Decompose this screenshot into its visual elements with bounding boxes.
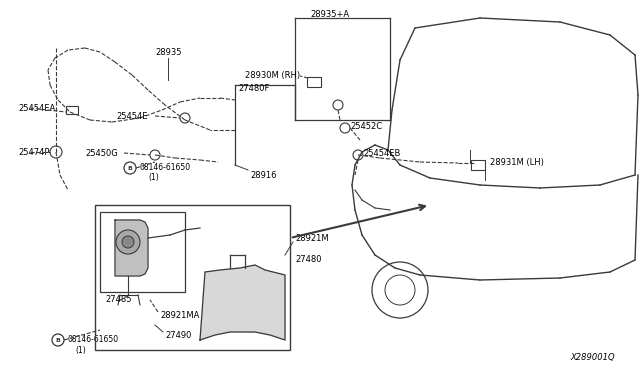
Text: 25452C: 25452C	[350, 122, 382, 131]
Text: 28916: 28916	[250, 170, 276, 180]
Polygon shape	[115, 220, 148, 276]
Text: (1): (1)	[75, 346, 86, 355]
Circle shape	[122, 236, 134, 248]
Text: 25474P: 25474P	[18, 148, 49, 157]
Text: 25454EA: 25454EA	[18, 103, 55, 112]
Polygon shape	[200, 265, 285, 340]
Text: X289001Q: X289001Q	[570, 353, 615, 362]
Bar	[471, 160, 485, 170]
Text: 28930M (RH): 28930M (RH)	[245, 71, 300, 80]
Text: B: B	[127, 166, 132, 170]
Circle shape	[116, 230, 140, 254]
Text: 25454E: 25454E	[116, 112, 148, 121]
Text: 28935: 28935	[155, 48, 182, 57]
Text: 08146-61650: 08146-61650	[68, 334, 119, 343]
Text: 28931M (LH): 28931M (LH)	[490, 157, 544, 167]
Bar	[100, 212, 185, 292]
Text: 25450G: 25450G	[85, 148, 118, 157]
Text: 25454EB: 25454EB	[363, 148, 401, 157]
Text: 27490: 27490	[165, 330, 191, 340]
Text: B: B	[56, 337, 60, 343]
Text: (1): (1)	[148, 173, 159, 182]
Bar	[66, 106, 78, 114]
Text: 27480: 27480	[295, 256, 321, 264]
Text: 27480F: 27480F	[238, 83, 269, 93]
Text: 08146-61650: 08146-61650	[140, 163, 191, 171]
Circle shape	[124, 162, 136, 174]
Text: 28935+A: 28935+A	[310, 10, 349, 19]
Bar	[307, 77, 321, 87]
Circle shape	[52, 334, 64, 346]
Text: 28921MA: 28921MA	[160, 311, 200, 321]
Bar	[95, 205, 290, 350]
Text: 28921M: 28921M	[295, 234, 328, 243]
Text: 27485: 27485	[105, 295, 131, 305]
